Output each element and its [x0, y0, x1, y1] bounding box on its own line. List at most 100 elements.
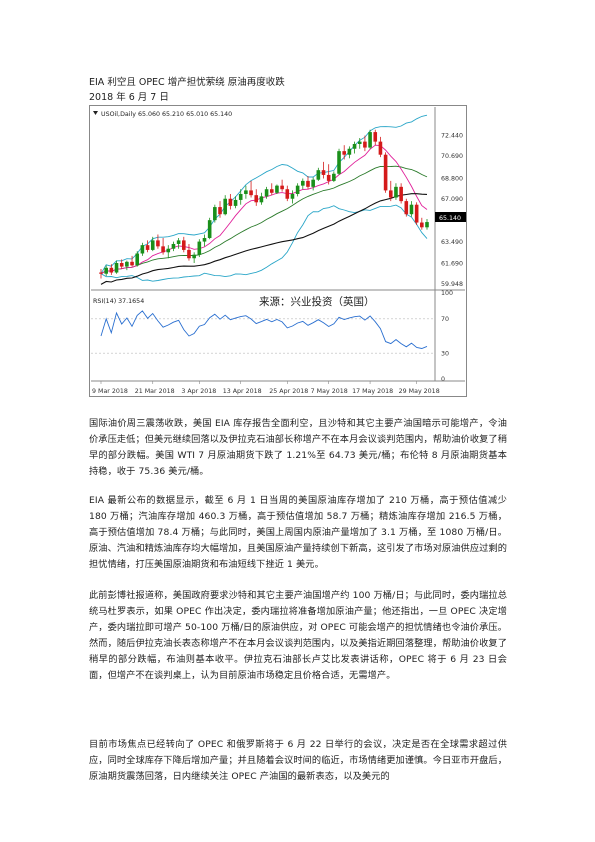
bollinger-upper-band: [100, 114, 428, 274]
rsi-axis-label: 0: [441, 376, 445, 383]
candle-body: [171, 243, 176, 249]
candle-body: [125, 261, 129, 267]
current-price-label: 65.140: [439, 215, 461, 222]
rsi-line: [100, 310, 428, 349]
candle-body: [285, 189, 290, 199]
candle-body: [409, 204, 414, 215]
candle-body: [233, 199, 238, 206]
bollinger-lower-band: [100, 204, 428, 282]
candle-body: [213, 207, 217, 221]
candle-body: [218, 207, 222, 215]
candle-body: [337, 151, 341, 174]
candle-body: [321, 170, 326, 175]
candle-body: [145, 245, 150, 250]
paragraph-1: 国际油价周三震荡收跌，美国 EIA 库存报告全面利空，且沙特和其它主要产油国暗示…: [89, 418, 507, 477]
rsi-axis-label: 70: [441, 316, 449, 323]
ma-long-line: [100, 193, 428, 285]
paragraph-2: EIA 最新公布的数据显示，截至 6 月 1 日当周的美国原油库存增加了 210…: [89, 495, 507, 570]
article-date: 2018 年 6 月 7 日: [89, 92, 169, 103]
ma-20-line: [100, 165, 428, 275]
price-axis-label: 67.090: [441, 196, 463, 203]
candle-body: [119, 263, 124, 267]
candle-body: [388, 190, 393, 198]
rsi-axis-label: 100: [441, 290, 453, 297]
candle-body: [316, 170, 321, 180]
candle-body: [420, 222, 424, 228]
candle-body: [140, 245, 145, 254]
time-axis-label: 3 Apr 2018: [181, 388, 216, 395]
oil-price-chart: USOil,Daily 65.060 65.210 65.010 65.140 …: [89, 105, 467, 397]
time-axis-label: 25 Apr 2018: [269, 388, 308, 395]
candle-body: [109, 267, 114, 273]
candle-body: [301, 180, 305, 186]
candle-body: [332, 173, 336, 181]
candle-body: [130, 261, 134, 266]
candle-body: [275, 185, 279, 193]
candle-body: [414, 204, 419, 223]
candle-body: [352, 143, 357, 149]
time-axis-label: 9 Mar 2018: [92, 388, 128, 395]
candle-body: [378, 141, 383, 155]
time-axis-label: 7 May 2018: [311, 388, 348, 395]
candle-body: [181, 240, 186, 250]
ma-8-line: [100, 144, 428, 275]
current-price-box: [435, 212, 466, 222]
symbol-info: USOil,Daily 65.060 65.210 65.010 65.140: [101, 111, 232, 118]
rsi-label: RSI(14) 37.1654: [93, 298, 144, 305]
candle-body: [383, 154, 388, 191]
candle-body: [161, 246, 165, 253]
candle-body: [99, 272, 103, 274]
candle-body: [264, 189, 269, 197]
paragraph-4: 目前市场焦点已经转向了 OPEC 和俄罗斯将于 6 月 22 日举行的会议，决定…: [89, 739, 507, 782]
price-axis-label: 63.490: [441, 239, 463, 246]
candle-body: [280, 185, 284, 190]
candle-body: [269, 189, 274, 193]
candle-body: [254, 195, 259, 203]
candle-body: [373, 132, 378, 142]
candle-body: [176, 240, 181, 244]
candle-body: [192, 254, 196, 259]
time-axis-label: 17 May 2018: [352, 388, 393, 395]
source-note: 来源：兴业投资（英国）: [259, 295, 375, 308]
candle-body: [197, 241, 202, 255]
candle-body: [238, 193, 243, 200]
candle-body: [202, 238, 207, 242]
price-axis-label: 61.690: [441, 260, 463, 267]
time-axis-label: 13 Apr 2018: [223, 388, 262, 395]
candle-body: [357, 141, 362, 144]
time-axis-label: 21 Mar 2018: [135, 388, 175, 395]
price-axis-label: 59.948: [441, 281, 463, 288]
candle-body: [295, 185, 300, 194]
candle-body: [425, 222, 429, 228]
price-axis-label: 72.440: [441, 132, 463, 139]
candle-body: [228, 198, 233, 206]
candle-body: [342, 151, 347, 155]
candle-body: [290, 193, 295, 199]
article-title: EIA 利空且 OPEC 增产担忧萦绕 原油再度收跌: [89, 77, 285, 88]
chart-frame: [89, 105, 467, 397]
candle-body: [156, 240, 160, 247]
candle-body: [306, 180, 310, 187]
candle-body: [326, 174, 331, 181]
candle-body: [259, 196, 264, 203]
paragraph-3: 此前彭博社报道称，美国政府要求沙特和其它主要产油国增产约 100 万桶/日；与此…: [89, 590, 507, 681]
candle-body: [207, 220, 212, 239]
time-axis-label: 29 May 2018: [399, 388, 440, 395]
rsi-axis-label: 30: [441, 350, 449, 357]
candle-body: [311, 179, 315, 187]
candle-body: [249, 190, 253, 196]
candle-body: [135, 253, 140, 266]
candle-body: [114, 263, 119, 273]
price-axis-label: 70.690: [441, 153, 463, 160]
candle-body: [223, 198, 227, 215]
candle-body: [166, 248, 171, 253]
price-axis-label: 68.800: [441, 176, 463, 183]
candle-body: [347, 148, 352, 155]
candle-body: [399, 186, 403, 202]
candle-body: [363, 141, 367, 148]
candle-body: [104, 267, 108, 274]
candle-body: [368, 132, 372, 148]
dropdown-arrow-icon: [93, 111, 98, 115]
candle-body: [404, 201, 409, 215]
candle-body: [244, 190, 248, 194]
